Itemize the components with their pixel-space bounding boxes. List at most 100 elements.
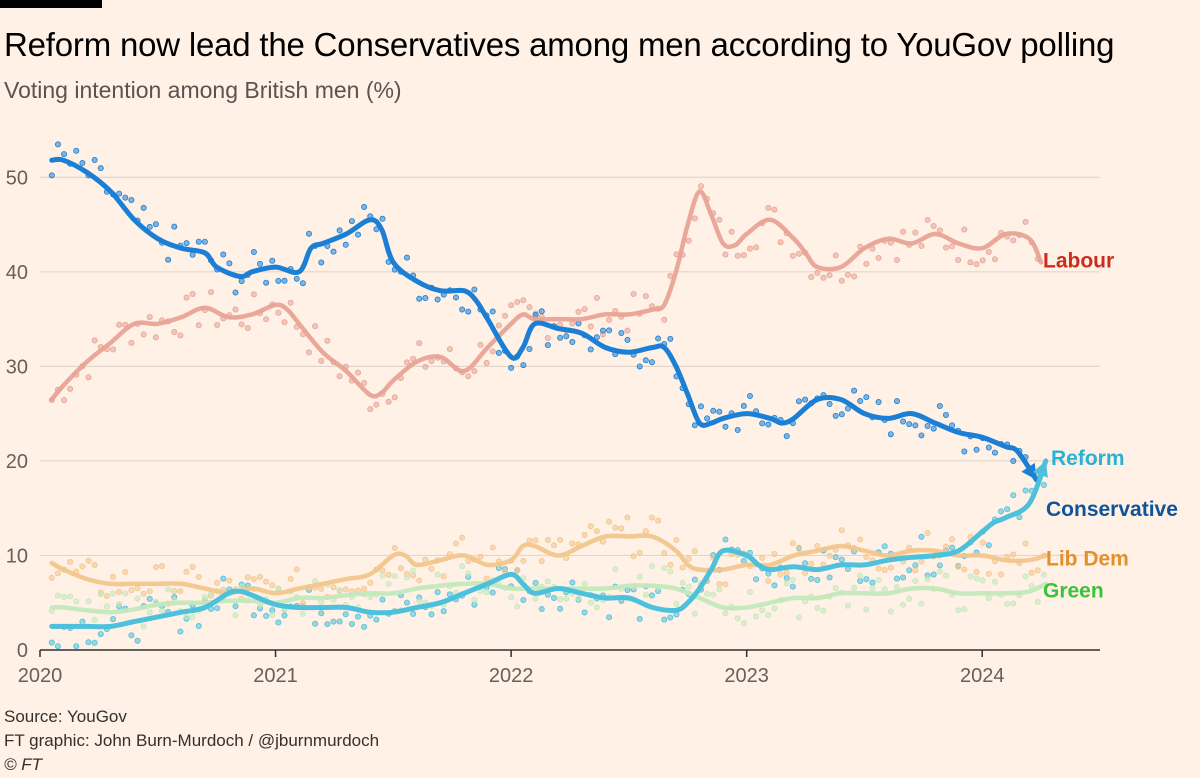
poll-dot	[306, 230, 313, 237]
poll-dot	[642, 528, 649, 535]
poll-dot	[808, 560, 815, 567]
line-conservative	[49, 156, 1039, 483]
poll-dot	[159, 607, 166, 614]
series-label-reform: Reform	[1051, 447, 1125, 470]
poll-dot	[636, 363, 643, 370]
line-lib-dem	[49, 533, 1049, 596]
poll-dot	[832, 412, 839, 419]
poll-dot	[955, 607, 962, 614]
poll-dot	[685, 555, 692, 562]
poll-dot	[606, 518, 613, 525]
series-lines	[49, 156, 1049, 630]
poll-dot	[795, 398, 802, 405]
poll-dot	[379, 572, 386, 579]
poll-dot	[526, 346, 533, 353]
poll-points	[48, 141, 1047, 650]
poll-dot	[189, 291, 196, 298]
poll-dot	[961, 566, 968, 573]
poll-dot	[152, 564, 159, 571]
poll-dot	[826, 272, 833, 279]
poll-dot	[906, 595, 913, 602]
poll-dot	[318, 610, 325, 617]
poll-dot	[606, 316, 613, 323]
poll-dot	[410, 610, 417, 617]
poll-dot	[900, 228, 907, 235]
poll-dot	[403, 574, 410, 581]
poll-dot	[704, 590, 711, 597]
poll-dot	[465, 373, 472, 380]
poll-dot	[814, 576, 821, 583]
poll-dot	[428, 358, 435, 365]
poll-dot	[1010, 237, 1017, 244]
poll-dot	[195, 238, 202, 245]
series-label-conservative: Conservative	[1046, 498, 1178, 521]
poll-dot	[936, 403, 943, 410]
poll-dot	[661, 616, 668, 623]
poll-dot	[918, 600, 925, 607]
poll-dot	[765, 421, 772, 428]
poll-dot	[581, 609, 588, 616]
poll-dot	[48, 172, 55, 179]
poll-dot	[477, 553, 484, 560]
poll-dot	[489, 589, 496, 596]
poll-dot	[942, 244, 949, 251]
arrowhead-conservative	[1021, 462, 1037, 480]
poll-dot	[501, 312, 508, 319]
poll-dot	[110, 346, 117, 353]
poll-dot	[1028, 569, 1035, 576]
poll-dot	[1040, 482, 1047, 489]
poll-dot	[655, 335, 662, 342]
poll-dot	[955, 563, 962, 570]
poll-dot	[1004, 506, 1011, 513]
poll-dot	[918, 533, 925, 540]
poll-dot	[697, 403, 704, 410]
poll-dot	[257, 260, 264, 267]
poll-dot	[722, 423, 729, 430]
poll-dot	[520, 596, 527, 603]
poll-dot	[973, 261, 980, 268]
y-tick-label: 30	[6, 356, 28, 378]
poll-dot	[771, 605, 778, 612]
poll-dot	[373, 401, 380, 408]
poll-dot	[887, 564, 894, 571]
poll-dot	[471, 596, 478, 603]
brand-bar	[0, 0, 102, 8]
poll-dot	[618, 329, 625, 336]
poll-dot	[452, 540, 459, 547]
line-labour	[49, 189, 1044, 402]
poll-dot	[342, 586, 349, 593]
poll-dot	[979, 539, 986, 546]
poll-dot	[67, 559, 74, 566]
poll-dot	[122, 590, 129, 597]
poll-dot	[581, 531, 588, 538]
poll-dot	[924, 422, 931, 429]
poll-dot	[1010, 458, 1017, 465]
poll-dot	[716, 216, 723, 223]
poll-dot	[140, 623, 147, 630]
poll-dot	[189, 563, 196, 570]
poll-dot	[1040, 571, 1047, 578]
poll-dot	[924, 216, 931, 223]
poll-dot	[740, 620, 747, 627]
poll-dot	[526, 304, 533, 311]
poll-dot	[85, 639, 92, 646]
poll-dot	[789, 252, 796, 259]
poll-dot	[722, 251, 729, 258]
poll-dot	[483, 575, 490, 582]
poll-dot	[789, 540, 796, 547]
poll-dot	[795, 614, 802, 621]
poll-dot	[122, 194, 129, 201]
series-label-lib-dem: Lib Dem	[1046, 547, 1129, 570]
poll-dot	[67, 385, 74, 392]
poll-dot	[679, 579, 686, 586]
poll-dot	[183, 613, 190, 620]
poll-dot	[918, 432, 925, 439]
poll-dot	[489, 544, 496, 551]
poll-dot	[783, 569, 790, 576]
poll-dot	[324, 621, 331, 628]
poll-dot	[991, 578, 998, 585]
poll-dot	[691, 422, 698, 429]
poll-dot	[593, 604, 600, 611]
poll-dot	[281, 277, 288, 284]
poll-dot	[299, 600, 306, 607]
